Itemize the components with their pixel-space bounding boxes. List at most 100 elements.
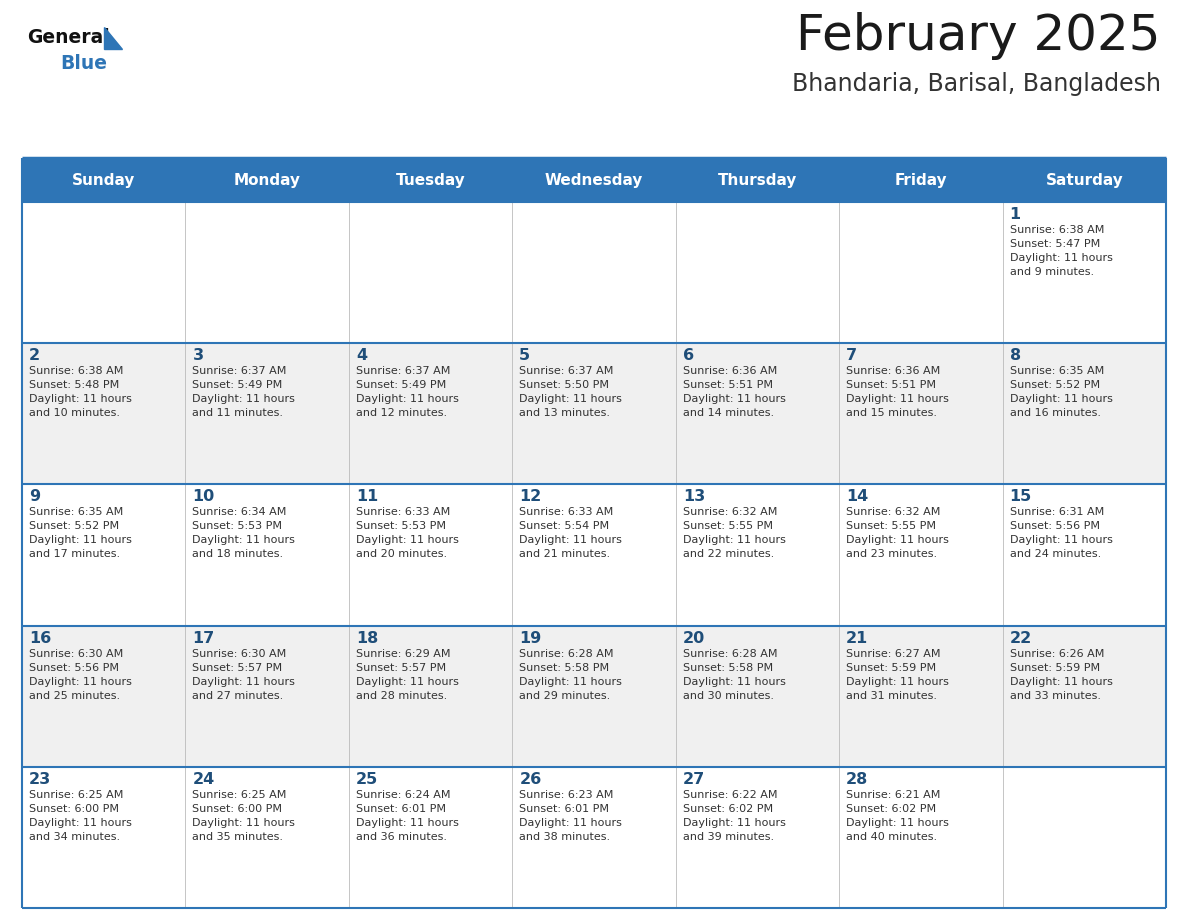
Text: General: General: [27, 28, 109, 47]
Text: Sunrise: 6:25 AM
Sunset: 6:00 PM
Daylight: 11 hours
and 34 minutes.: Sunrise: 6:25 AM Sunset: 6:00 PM Dayligh…: [29, 789, 132, 842]
Text: Sunrise: 6:25 AM
Sunset: 6:00 PM
Daylight: 11 hours
and 35 minutes.: Sunrise: 6:25 AM Sunset: 6:00 PM Dayligh…: [192, 789, 296, 842]
Text: Sunrise: 6:33 AM
Sunset: 5:53 PM
Daylight: 11 hours
and 20 minutes.: Sunrise: 6:33 AM Sunset: 5:53 PM Dayligh…: [356, 508, 459, 559]
Bar: [839, 202, 1003, 343]
Polygon shape: [105, 27, 122, 49]
Text: Wednesday: Wednesday: [545, 174, 643, 188]
Bar: [185, 202, 349, 343]
Text: Sunrise: 6:38 AM
Sunset: 5:48 PM
Daylight: 11 hours
and 10 minutes.: Sunrise: 6:38 AM Sunset: 5:48 PM Dayligh…: [29, 366, 132, 419]
Text: 8: 8: [1010, 348, 1020, 364]
Bar: [676, 485, 839, 625]
Text: Sunrise: 6:21 AM
Sunset: 6:02 PM
Daylight: 11 hours
and 40 minutes.: Sunrise: 6:21 AM Sunset: 6:02 PM Dayligh…: [846, 789, 949, 842]
Text: Sunrise: 6:36 AM
Sunset: 5:51 PM
Daylight: 11 hours
and 14 minutes.: Sunrise: 6:36 AM Sunset: 5:51 PM Dayligh…: [683, 366, 785, 419]
Text: Sunrise: 6:27 AM
Sunset: 5:59 PM
Daylight: 11 hours
and 31 minutes.: Sunrise: 6:27 AM Sunset: 5:59 PM Dayligh…: [846, 649, 949, 700]
Text: 18: 18: [356, 631, 378, 645]
Bar: [512, 625, 676, 767]
Text: Sunrise: 6:35 AM
Sunset: 5:52 PM
Daylight: 11 hours
and 17 minutes.: Sunrise: 6:35 AM Sunset: 5:52 PM Dayligh…: [29, 508, 132, 559]
Bar: [512, 202, 676, 343]
Bar: [349, 202, 512, 343]
Bar: [512, 767, 676, 908]
Text: 22: 22: [1010, 631, 1032, 645]
Bar: [185, 485, 349, 625]
Text: 27: 27: [683, 772, 704, 787]
Bar: [23, 343, 185, 485]
Bar: [23, 202, 185, 343]
Bar: [1003, 767, 1165, 908]
Text: 23: 23: [29, 772, 51, 787]
Text: 1: 1: [1010, 207, 1020, 222]
Text: February 2025: February 2025: [796, 12, 1161, 60]
Bar: [1003, 202, 1165, 343]
Text: 19: 19: [519, 631, 542, 645]
Bar: [23, 160, 1165, 202]
Text: Sunrise: 6:28 AM
Sunset: 5:58 PM
Daylight: 11 hours
and 30 minutes.: Sunrise: 6:28 AM Sunset: 5:58 PM Dayligh…: [683, 649, 785, 700]
Text: Sunrise: 6:35 AM
Sunset: 5:52 PM
Daylight: 11 hours
and 16 minutes.: Sunrise: 6:35 AM Sunset: 5:52 PM Dayligh…: [1010, 366, 1112, 419]
Bar: [1003, 485, 1165, 625]
Text: Sunrise: 6:23 AM
Sunset: 6:01 PM
Daylight: 11 hours
and 38 minutes.: Sunrise: 6:23 AM Sunset: 6:01 PM Dayligh…: [519, 789, 623, 842]
Text: 13: 13: [683, 489, 704, 504]
Bar: [676, 625, 839, 767]
Text: Sunrise: 6:38 AM
Sunset: 5:47 PM
Daylight: 11 hours
and 9 minutes.: Sunrise: 6:38 AM Sunset: 5:47 PM Dayligh…: [1010, 225, 1112, 277]
Bar: [349, 485, 512, 625]
Text: 14: 14: [846, 489, 868, 504]
Text: Sunrise: 6:26 AM
Sunset: 5:59 PM
Daylight: 11 hours
and 33 minutes.: Sunrise: 6:26 AM Sunset: 5:59 PM Dayligh…: [1010, 649, 1112, 700]
Text: 10: 10: [192, 489, 215, 504]
Text: 24: 24: [192, 772, 215, 787]
Bar: [23, 485, 185, 625]
Text: 28: 28: [846, 772, 868, 787]
Bar: [1003, 343, 1165, 485]
Text: Sunrise: 6:29 AM
Sunset: 5:57 PM
Daylight: 11 hours
and 28 minutes.: Sunrise: 6:29 AM Sunset: 5:57 PM Dayligh…: [356, 649, 459, 700]
Bar: [349, 625, 512, 767]
Text: 5: 5: [519, 348, 530, 364]
Bar: [185, 767, 349, 908]
Text: 26: 26: [519, 772, 542, 787]
Text: Bhandaria, Barisal, Bangladesh: Bhandaria, Barisal, Bangladesh: [792, 72, 1161, 96]
Bar: [23, 767, 185, 908]
Text: 16: 16: [29, 631, 51, 645]
Text: Blue: Blue: [61, 54, 107, 73]
Bar: [185, 625, 349, 767]
Text: Monday: Monday: [234, 174, 301, 188]
Bar: [676, 202, 839, 343]
Bar: [185, 343, 349, 485]
Bar: [23, 625, 185, 767]
Text: 3: 3: [192, 348, 203, 364]
Text: 15: 15: [1010, 489, 1032, 504]
Text: 2: 2: [29, 348, 40, 364]
Text: 20: 20: [683, 631, 704, 645]
Text: Saturday: Saturday: [1045, 174, 1123, 188]
Text: Sunrise: 6:32 AM
Sunset: 5:55 PM
Daylight: 11 hours
and 22 minutes.: Sunrise: 6:32 AM Sunset: 5:55 PM Dayligh…: [683, 508, 785, 559]
Text: Sunrise: 6:32 AM
Sunset: 5:55 PM
Daylight: 11 hours
and 23 minutes.: Sunrise: 6:32 AM Sunset: 5:55 PM Dayligh…: [846, 508, 949, 559]
Text: Sunrise: 6:37 AM
Sunset: 5:50 PM
Daylight: 11 hours
and 13 minutes.: Sunrise: 6:37 AM Sunset: 5:50 PM Dayligh…: [519, 366, 623, 419]
Text: 12: 12: [519, 489, 542, 504]
Text: Sunrise: 6:24 AM
Sunset: 6:01 PM
Daylight: 11 hours
and 36 minutes.: Sunrise: 6:24 AM Sunset: 6:01 PM Dayligh…: [356, 789, 459, 842]
Bar: [676, 343, 839, 485]
Text: 11: 11: [356, 489, 378, 504]
Bar: [839, 485, 1003, 625]
Text: Sunrise: 6:37 AM
Sunset: 5:49 PM
Daylight: 11 hours
and 11 minutes.: Sunrise: 6:37 AM Sunset: 5:49 PM Dayligh…: [192, 366, 296, 419]
Text: 6: 6: [683, 348, 694, 364]
Text: Sunrise: 6:37 AM
Sunset: 5:49 PM
Daylight: 11 hours
and 12 minutes.: Sunrise: 6:37 AM Sunset: 5:49 PM Dayligh…: [356, 366, 459, 419]
Text: Sunrise: 6:30 AM
Sunset: 5:57 PM
Daylight: 11 hours
and 27 minutes.: Sunrise: 6:30 AM Sunset: 5:57 PM Dayligh…: [192, 649, 296, 700]
Bar: [349, 767, 512, 908]
Text: Friday: Friday: [895, 174, 947, 188]
Text: Sunday: Sunday: [72, 174, 135, 188]
Text: Sunrise: 6:30 AM
Sunset: 5:56 PM
Daylight: 11 hours
and 25 minutes.: Sunrise: 6:30 AM Sunset: 5:56 PM Dayligh…: [29, 649, 132, 700]
Text: Thursday: Thursday: [718, 174, 797, 188]
Text: 17: 17: [192, 631, 215, 645]
Bar: [349, 343, 512, 485]
Text: Sunrise: 6:22 AM
Sunset: 6:02 PM
Daylight: 11 hours
and 39 minutes.: Sunrise: 6:22 AM Sunset: 6:02 PM Dayligh…: [683, 789, 785, 842]
Text: 21: 21: [846, 631, 868, 645]
Bar: [676, 767, 839, 908]
Bar: [512, 485, 676, 625]
Text: 7: 7: [846, 348, 858, 364]
Bar: [512, 343, 676, 485]
Text: Sunrise: 6:34 AM
Sunset: 5:53 PM
Daylight: 11 hours
and 18 minutes.: Sunrise: 6:34 AM Sunset: 5:53 PM Dayligh…: [192, 508, 296, 559]
Text: Sunrise: 6:28 AM
Sunset: 5:58 PM
Daylight: 11 hours
and 29 minutes.: Sunrise: 6:28 AM Sunset: 5:58 PM Dayligh…: [519, 649, 623, 700]
Bar: [1003, 625, 1165, 767]
Bar: [839, 343, 1003, 485]
Text: Tuesday: Tuesday: [396, 174, 466, 188]
Text: Sunrise: 6:31 AM
Sunset: 5:56 PM
Daylight: 11 hours
and 24 minutes.: Sunrise: 6:31 AM Sunset: 5:56 PM Dayligh…: [1010, 508, 1112, 559]
Text: 9: 9: [29, 489, 40, 504]
Bar: [839, 767, 1003, 908]
Text: Sunrise: 6:33 AM
Sunset: 5:54 PM
Daylight: 11 hours
and 21 minutes.: Sunrise: 6:33 AM Sunset: 5:54 PM Dayligh…: [519, 508, 623, 559]
